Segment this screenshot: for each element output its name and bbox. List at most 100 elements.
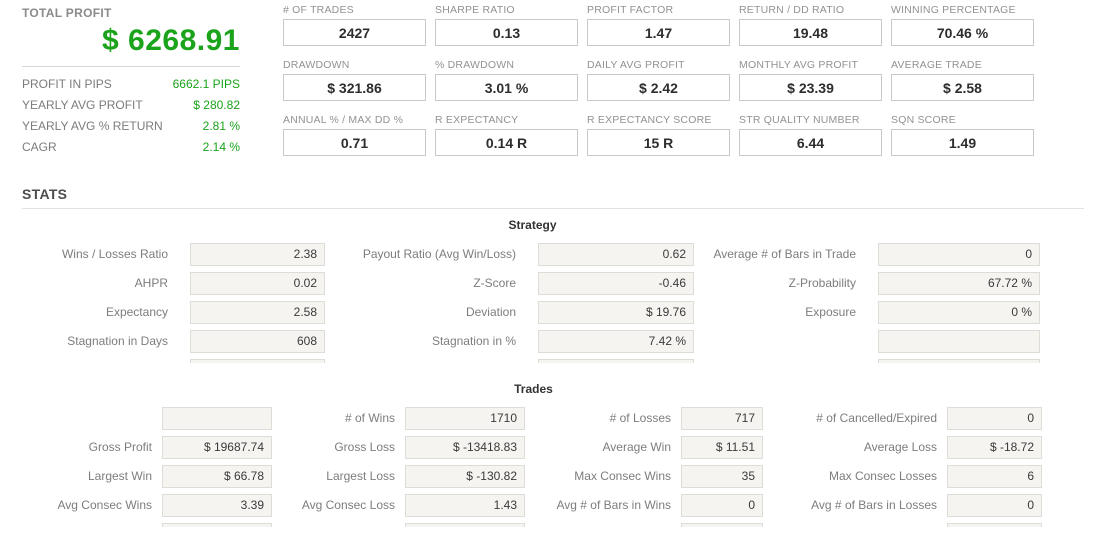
metric-num-of-trades: # OF TRADES 2427 — [283, 4, 426, 46]
metric-value: $ 2.42 — [587, 74, 730, 101]
stat-label: Deviation — [465, 305, 516, 319]
metric-daily-avg-profit: DAILY AVG PROFIT $ 2.42 — [587, 59, 730, 101]
stat-label: Max Consec Losses — [828, 469, 937, 483]
stat-label: Avg # of Bars in Losses — [811, 498, 937, 512]
metric-label: R EXPECTANCY — [435, 114, 519, 126]
stat-label: Average Win — [602, 440, 671, 454]
summary-row-yearly-avg-profit: YEARLY AVG PROFIT $ 280.82 — [22, 95, 240, 116]
metric-average-trade: AVERAGE TRADE $ 2.58 — [891, 59, 1034, 101]
stats-title: STATS — [22, 186, 68, 202]
summary-row-yearly-avg-return: YEARLY AVG % RETURN 2.81 % — [22, 116, 240, 137]
stat-value: 0 % — [878, 301, 1040, 324]
summary-value: 6662.1 PIPS — [172, 77, 240, 91]
stat-value: 6 — [947, 465, 1042, 488]
stat-label: Payout Ratio (Avg Win/Loss) — [362, 247, 516, 261]
stat-value: 1.43 — [405, 494, 525, 517]
metric-value: 0.13 — [435, 19, 578, 46]
metric-label: # OF TRADES — [283, 4, 354, 16]
stat-value: 0 — [878, 243, 1040, 266]
table-row-sliver — [947, 523, 1042, 527]
metric-label: % DRAWDOWN — [435, 59, 515, 71]
metric-value: $ 2.58 — [891, 74, 1034, 101]
metric-value: 0.14 R — [435, 129, 578, 156]
stat-value: $ 11.51 — [681, 436, 763, 459]
stat-value: $ 19687.74 — [162, 436, 272, 459]
stat-value: 0 — [947, 407, 1042, 430]
stat-value: $ -13418.83 — [405, 436, 525, 459]
stat-value: 1710 — [405, 407, 525, 430]
stat-value-empty — [878, 330, 1040, 353]
summary-label: YEARLY AVG % RETURN — [22, 119, 163, 133]
metric-label: R EXPECTANCY SCORE — [587, 114, 712, 126]
metric-sharpe-ratio: SHARPE RATIO 0.13 — [435, 4, 578, 46]
metric-label: MONTHLY AVG PROFIT — [739, 59, 859, 71]
stat-value: $ -130.82 — [405, 465, 525, 488]
summary-label: CAGR — [22, 140, 57, 154]
metric-label: WINNING PERCENTAGE — [891, 4, 1016, 16]
metric-label: PROFIT FACTOR — [587, 4, 674, 16]
stat-label: Max Consec Wins — [574, 469, 671, 483]
stat-label: Average # of Bars in Trade — [713, 247, 856, 261]
trades-section: Trades # of Wins 1710 # of Losses 717 # … — [25, 382, 1042, 527]
metric-label: DRAWDOWN — [283, 59, 350, 71]
stat-value: 35 — [681, 465, 763, 488]
stat-label: Gross Profit — [88, 440, 152, 454]
metric-r-expectancy: R EXPECTANCY 0.14 R — [435, 114, 578, 156]
stat-value: 7.42 % — [538, 330, 694, 353]
trades-heading: Trades — [514, 382, 553, 396]
summary-divider — [22, 66, 240, 67]
trades-table: # of Wins 1710 # of Losses 717 # of Canc… — [25, 407, 1042, 527]
stat-label: Avg Consec Wins — [57, 498, 152, 512]
stat-label: Exposure — [805, 305, 856, 319]
stat-label: # of Losses — [609, 411, 671, 425]
stat-label: Stagnation in Days — [67, 334, 168, 348]
table-row-sliver — [681, 523, 763, 527]
metric-label: ANNUAL % / MAX DD % — [283, 114, 404, 126]
strategy-table: Wins / Losses Ratio 2.38 Payout Ratio (A… — [25, 243, 1040, 363]
summary-row-profit-in-pips: PROFIT IN PIPS 6662.1 PIPS — [22, 74, 240, 95]
metric-annual-pct-max-dd: ANNUAL % / MAX DD % 0.71 — [283, 114, 426, 156]
metric-label: RETURN / DD RATIO — [739, 4, 845, 16]
metric-label: DAILY AVG PROFIT — [587, 59, 685, 71]
metric-sqn-score: SQN SCORE 1.49 — [891, 114, 1034, 156]
metric-label: AVERAGE TRADE — [891, 59, 982, 71]
total-profit-title: TOTAL PROFIT — [22, 6, 112, 20]
stat-label: Stagnation in % — [431, 334, 516, 348]
stat-value: 0.02 — [190, 272, 325, 295]
metric-value: 70.46 % — [891, 19, 1034, 46]
stat-label: # of Cancelled/Expired — [816, 411, 937, 425]
metric-r-expectancy-score: R EXPECTANCY SCORE 15 R — [587, 114, 730, 156]
metric-value: 2427 — [283, 19, 426, 46]
stat-label — [694, 330, 878, 353]
strategy-heading: Strategy — [508, 218, 557, 232]
summary-value: $ 280.82 — [193, 98, 240, 112]
stat-value: 3.39 — [162, 494, 272, 517]
metric-profit-factor: PROFIT FACTOR 1.47 — [587, 4, 730, 46]
metric-value: 15 R — [587, 129, 730, 156]
table-row-sliver — [190, 359, 325, 363]
stat-label: Gross Loss — [334, 440, 395, 454]
metric-label: STR QUALITY NUMBER — [739, 114, 860, 126]
total-profit-value: $ 6268.91 — [102, 24, 240, 57]
stat-label: AHPR — [134, 276, 168, 290]
stat-label: Average Loss — [863, 440, 937, 454]
stat-label: Avg # of Bars in Wins — [556, 498, 672, 512]
metric-value: 1.47 — [587, 19, 730, 46]
metric-pct-drawdown: % DRAWDOWN 3.01 % — [435, 59, 578, 101]
stat-value: 608 — [190, 330, 325, 353]
summary-label: PROFIT IN PIPS — [22, 77, 112, 91]
stat-label: Expectancy — [105, 305, 168, 319]
metric-monthly-avg-profit: MONTHLY AVG PROFIT $ 23.39 — [739, 59, 882, 101]
stat-label: # of Wins — [344, 411, 395, 425]
stats-header: STATS — [22, 186, 1084, 209]
metric-drawdown: DRAWDOWN $ 321.86 — [283, 59, 426, 101]
stat-value: 0 — [681, 494, 763, 517]
metric-return-dd-ratio: RETURN / DD RATIO 19.48 — [739, 4, 882, 46]
strategy-section: Strategy Wins / Losses Ratio 2.38 Payout… — [25, 218, 1040, 363]
table-row-sliver — [538, 359, 694, 363]
stat-value: $ 66.78 — [162, 465, 272, 488]
stat-value: 717 — [681, 407, 763, 430]
metric-value: 1.49 — [891, 129, 1034, 156]
stat-value: $ -18.72 — [947, 436, 1042, 459]
stat-label: Avg Consec Loss — [301, 498, 395, 512]
